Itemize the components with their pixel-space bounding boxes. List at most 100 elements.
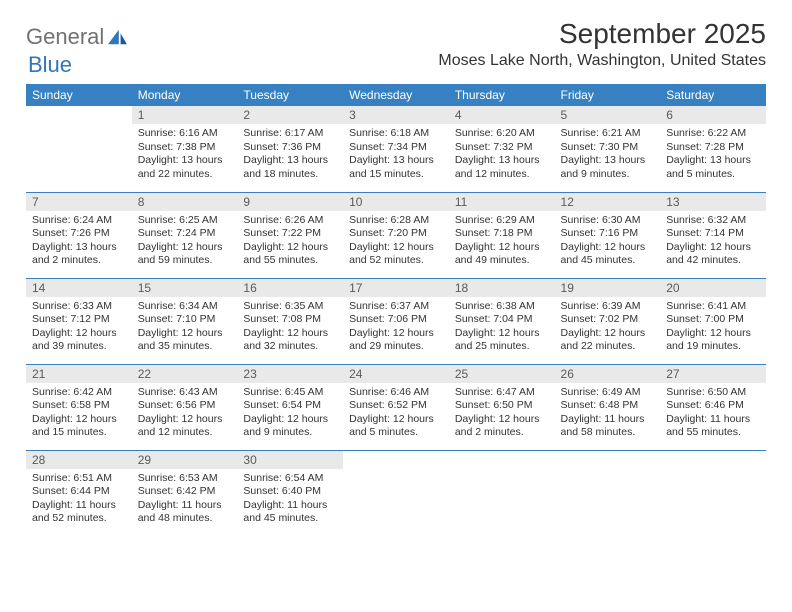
day-number: 4 <box>449 106 555 124</box>
day-details: Sunrise: 6:26 AMSunset: 7:22 PMDaylight:… <box>237 211 343 273</box>
weekday-header: Friday <box>555 84 661 106</box>
calendar-cell: 12Sunrise: 6:30 AMSunset: 7:16 PMDayligh… <box>555 192 661 278</box>
sunrise-line: Sunrise: 6:34 AM <box>138 300 232 314</box>
logo-word-general: General <box>26 24 104 50</box>
calendar-cell: 29Sunrise: 6:53 AMSunset: 6:42 PMDayligh… <box>132 450 238 536</box>
daylight-line: Daylight: 13 hours and 22 minutes. <box>138 154 232 181</box>
calendar-cell: 22Sunrise: 6:43 AMSunset: 6:56 PMDayligh… <box>132 364 238 450</box>
day-details: Sunrise: 6:50 AMSunset: 6:46 PMDaylight:… <box>660 383 766 445</box>
sunset-line: Sunset: 6:40 PM <box>243 485 337 499</box>
day-number: 27 <box>660 365 766 383</box>
calendar-cell: 17Sunrise: 6:37 AMSunset: 7:06 PMDayligh… <box>343 278 449 364</box>
day-number: 30 <box>237 451 343 469</box>
page-title: September 2025 <box>438 18 766 50</box>
day-details: Sunrise: 6:53 AMSunset: 6:42 PMDaylight:… <box>132 469 238 531</box>
calendar-cell: 10Sunrise: 6:28 AMSunset: 7:20 PMDayligh… <box>343 192 449 278</box>
daylight-line: Daylight: 13 hours and 12 minutes. <box>455 154 549 181</box>
day-number: 29 <box>132 451 238 469</box>
day-details: Sunrise: 6:51 AMSunset: 6:44 PMDaylight:… <box>26 469 132 531</box>
weekday-header: Tuesday <box>237 84 343 106</box>
sunset-line: Sunset: 7:26 PM <box>32 227 126 241</box>
calendar-cell: 2Sunrise: 6:17 AMSunset: 7:36 PMDaylight… <box>237 106 343 192</box>
daylight-line: Daylight: 12 hours and 55 minutes. <box>243 241 337 268</box>
day-details: Sunrise: 6:30 AMSunset: 7:16 PMDaylight:… <box>555 211 661 273</box>
daylight-line: Daylight: 13 hours and 5 minutes. <box>666 154 760 181</box>
day-details: Sunrise: 6:20 AMSunset: 7:32 PMDaylight:… <box>449 124 555 186</box>
daylight-line: Daylight: 12 hours and 5 minutes. <box>349 413 443 440</box>
sunset-line: Sunset: 7:18 PM <box>455 227 549 241</box>
daylight-line: Daylight: 12 hours and 42 minutes. <box>666 241 760 268</box>
daylight-line: Daylight: 12 hours and 52 minutes. <box>349 241 443 268</box>
sunset-line: Sunset: 7:04 PM <box>455 313 549 327</box>
calendar-cell <box>555 450 661 536</box>
calendar-cell: 16Sunrise: 6:35 AMSunset: 7:08 PMDayligh… <box>237 278 343 364</box>
calendar-cell: 26Sunrise: 6:49 AMSunset: 6:48 PMDayligh… <box>555 364 661 450</box>
weekday-header: Wednesday <box>343 84 449 106</box>
day-number: 12 <box>555 193 661 211</box>
calendar-row: 28Sunrise: 6:51 AMSunset: 6:44 PMDayligh… <box>26 450 766 536</box>
logo-word-blue: Blue <box>28 52 72 77</box>
daylight-line: Daylight: 12 hours and 2 minutes. <box>455 413 549 440</box>
calendar-cell: 9Sunrise: 6:26 AMSunset: 7:22 PMDaylight… <box>237 192 343 278</box>
day-details: Sunrise: 6:34 AMSunset: 7:10 PMDaylight:… <box>132 297 238 359</box>
day-number: 1 <box>132 106 238 124</box>
day-number: 3 <box>343 106 449 124</box>
calendar-row: 14Sunrise: 6:33 AMSunset: 7:12 PMDayligh… <box>26 278 766 364</box>
sunrise-line: Sunrise: 6:26 AM <box>243 214 337 228</box>
daylight-line: Daylight: 13 hours and 9 minutes. <box>561 154 655 181</box>
calendar-cell: 15Sunrise: 6:34 AMSunset: 7:10 PMDayligh… <box>132 278 238 364</box>
sunrise-line: Sunrise: 6:45 AM <box>243 386 337 400</box>
sunset-line: Sunset: 6:44 PM <box>32 485 126 499</box>
daylight-line: Daylight: 11 hours and 58 minutes. <box>561 413 655 440</box>
daylight-line: Daylight: 12 hours and 15 minutes. <box>32 413 126 440</box>
day-details: Sunrise: 6:33 AMSunset: 7:12 PMDaylight:… <box>26 297 132 359</box>
day-number: 18 <box>449 279 555 297</box>
calendar-cell: 18Sunrise: 6:38 AMSunset: 7:04 PMDayligh… <box>449 278 555 364</box>
calendar-cell <box>26 106 132 192</box>
daylight-line: Daylight: 12 hours and 32 minutes. <box>243 327 337 354</box>
calendar-cell: 5Sunrise: 6:21 AMSunset: 7:30 PMDaylight… <box>555 106 661 192</box>
day-details: Sunrise: 6:18 AMSunset: 7:34 PMDaylight:… <box>343 124 449 186</box>
day-number: 15 <box>132 279 238 297</box>
day-number: 22 <box>132 365 238 383</box>
day-number: 8 <box>132 193 238 211</box>
sunrise-line: Sunrise: 6:51 AM <box>32 472 126 486</box>
sunset-line: Sunset: 6:46 PM <box>666 399 760 413</box>
day-number: 25 <box>449 365 555 383</box>
sunset-line: Sunset: 7:24 PM <box>138 227 232 241</box>
day-details: Sunrise: 6:37 AMSunset: 7:06 PMDaylight:… <box>343 297 449 359</box>
logo: General <box>26 24 130 50</box>
day-number: 6 <box>660 106 766 124</box>
day-details: Sunrise: 6:25 AMSunset: 7:24 PMDaylight:… <box>132 211 238 273</box>
calendar-row: 7Sunrise: 6:24 AMSunset: 7:26 PMDaylight… <box>26 192 766 278</box>
calendar-cell: 14Sunrise: 6:33 AMSunset: 7:12 PMDayligh… <box>26 278 132 364</box>
daylight-line: Daylight: 12 hours and 22 minutes. <box>561 327 655 354</box>
daylight-line: Daylight: 13 hours and 15 minutes. <box>349 154 443 181</box>
sunset-line: Sunset: 7:20 PM <box>349 227 443 241</box>
calendar-cell: 30Sunrise: 6:54 AMSunset: 6:40 PMDayligh… <box>237 450 343 536</box>
sunset-line: Sunset: 7:36 PM <box>243 141 337 155</box>
day-number: 19 <box>555 279 661 297</box>
sunrise-line: Sunrise: 6:18 AM <box>349 127 443 141</box>
sunset-line: Sunset: 6:58 PM <box>32 399 126 413</box>
sunset-line: Sunset: 7:28 PM <box>666 141 760 155</box>
daylight-line: Daylight: 13 hours and 2 minutes. <box>32 241 126 268</box>
sunrise-line: Sunrise: 6:29 AM <box>455 214 549 228</box>
day-details: Sunrise: 6:46 AMSunset: 6:52 PMDaylight:… <box>343 383 449 445</box>
calendar-cell: 6Sunrise: 6:22 AMSunset: 7:28 PMDaylight… <box>660 106 766 192</box>
sunrise-line: Sunrise: 6:35 AM <box>243 300 337 314</box>
day-number: 23 <box>237 365 343 383</box>
sunrise-line: Sunrise: 6:46 AM <box>349 386 443 400</box>
day-number: 21 <box>26 365 132 383</box>
sunset-line: Sunset: 7:30 PM <box>561 141 655 155</box>
sunrise-line: Sunrise: 6:47 AM <box>455 386 549 400</box>
calendar-cell <box>449 450 555 536</box>
day-number: 11 <box>449 193 555 211</box>
sunset-line: Sunset: 7:38 PM <box>138 141 232 155</box>
day-details: Sunrise: 6:38 AMSunset: 7:04 PMDaylight:… <box>449 297 555 359</box>
daylight-line: Daylight: 12 hours and 59 minutes. <box>138 241 232 268</box>
day-details: Sunrise: 6:41 AMSunset: 7:00 PMDaylight:… <box>660 297 766 359</box>
calendar-cell: 20Sunrise: 6:41 AMSunset: 7:00 PMDayligh… <box>660 278 766 364</box>
daylight-line: Daylight: 12 hours and 49 minutes. <box>455 241 549 268</box>
sunrise-line: Sunrise: 6:30 AM <box>561 214 655 228</box>
